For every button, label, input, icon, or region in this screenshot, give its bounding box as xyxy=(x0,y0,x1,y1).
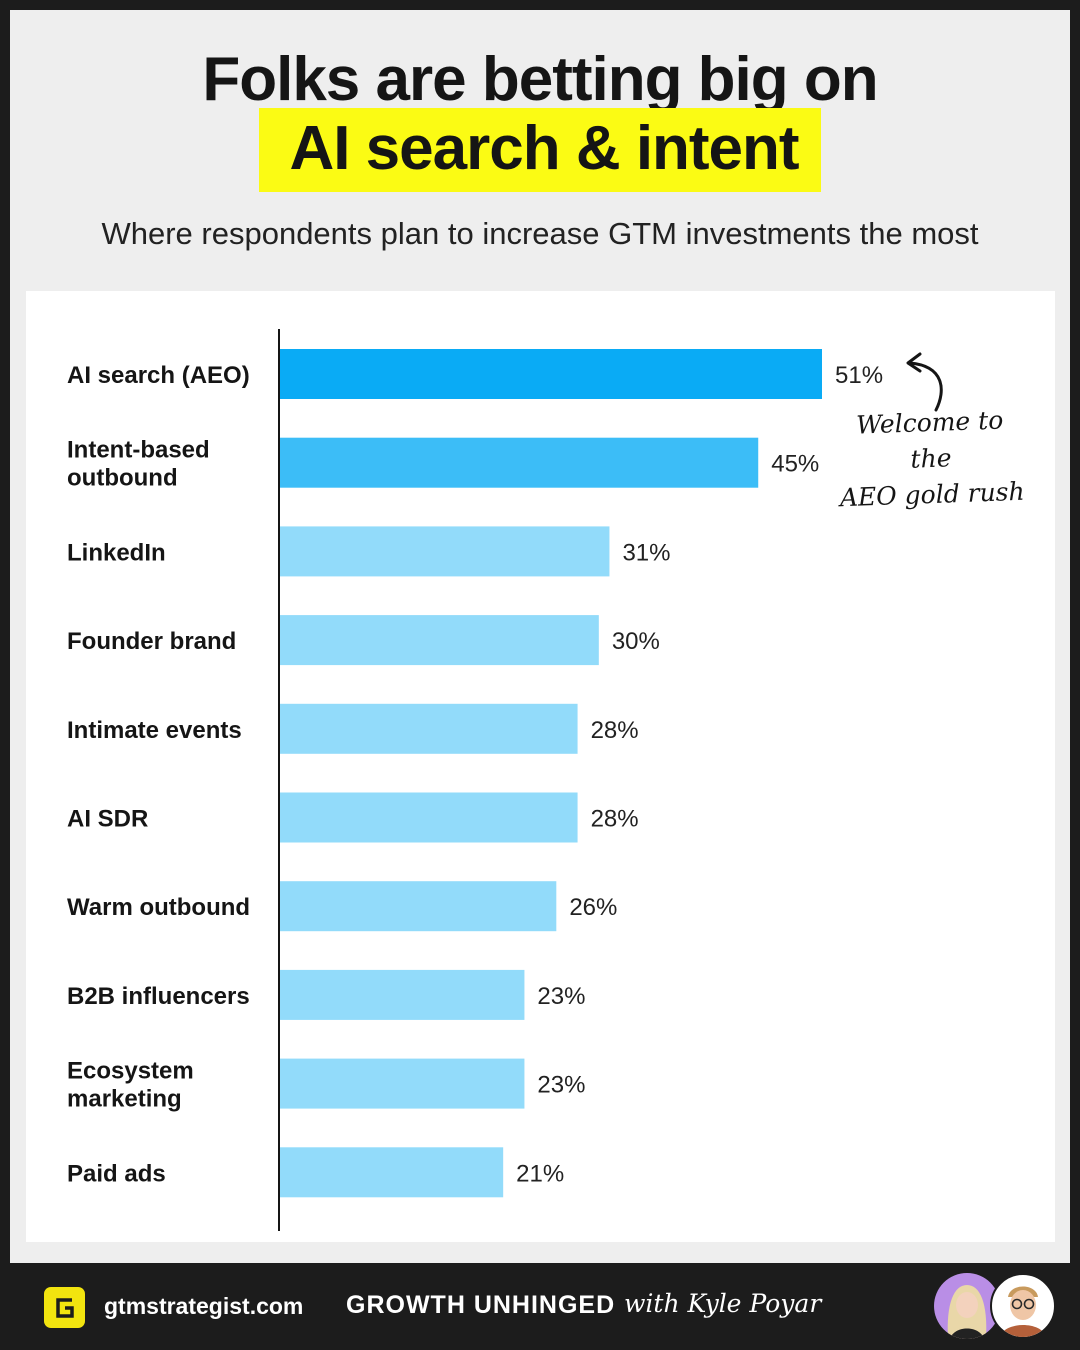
category-label: marketing xyxy=(67,1086,182,1113)
title-line-1: Folks are betting big on xyxy=(202,45,878,114)
category-label: AI SDR xyxy=(67,806,148,833)
subtitle: Where respondents plan to increase GTM i… xyxy=(101,216,979,251)
bar-value-label: 28% xyxy=(591,806,639,833)
bar-row: 21% Paid ads xyxy=(67,1147,564,1198)
bar-value-label: 28% xyxy=(591,717,639,744)
title-line-2-highlighted: AI search & intent xyxy=(259,108,821,193)
category-label: AI search (AEO) xyxy=(67,362,250,389)
category-label: Founder brand xyxy=(67,628,236,655)
footer: gtmstrategist.com GROWTH UNHINGED with K… xyxy=(0,1263,1080,1350)
bar-value-label: 31% xyxy=(622,539,670,566)
category-label: Ecosystem xyxy=(67,1058,194,1085)
category-label: B2B influencers xyxy=(67,983,250,1010)
bar-chart: 51% AI search (AEO) 45% Intent-basedoutboun… xyxy=(67,329,883,1231)
annotation-note: Welcome to the AEO gold rush xyxy=(834,402,1028,517)
bar-row: 30% Founder brand xyxy=(67,615,660,666)
bar xyxy=(280,969,525,1020)
category-label: outbound xyxy=(67,465,178,492)
gtm-strategist-logo-icon xyxy=(44,1287,85,1328)
brand-name: GROWTH UNHINGED xyxy=(346,1291,616,1319)
site-link[interactable]: gtmstrategist.com xyxy=(104,1293,304,1319)
bar xyxy=(280,615,599,666)
infographic-frame: Folks are betting big on AI search & int… xyxy=(10,10,1070,1263)
bar xyxy=(280,792,578,843)
bar-row: 51% AI search (AEO) xyxy=(67,349,883,399)
bar-value-label: 26% xyxy=(569,894,617,921)
avatar-woman xyxy=(934,1273,1000,1339)
bar xyxy=(280,1147,504,1198)
bar xyxy=(280,703,578,754)
bar-value-label: 30% xyxy=(612,628,660,655)
bar-row: 28% AI SDR xyxy=(67,792,639,843)
bar-value-label: 23% xyxy=(537,983,585,1010)
annotation-line-1: Welcome to the xyxy=(855,405,1004,474)
bar xyxy=(280,526,610,577)
category-label: Intent-based xyxy=(67,437,210,464)
bar-value-label: 21% xyxy=(516,1160,564,1187)
bar-value-label: 23% xyxy=(537,1072,585,1099)
category-label: LinkedIn xyxy=(67,539,166,566)
title-highlight-wrap: AI search & intent xyxy=(10,108,1070,193)
bar-row: 31% LinkedIn xyxy=(67,526,670,577)
category-label: Warm outbound xyxy=(67,894,250,921)
brand-byline: with Kyle Poyar xyxy=(624,1289,822,1318)
category-label: Intimate events xyxy=(67,717,242,744)
chart-panel: 51% AI search (AEO) 45% Intent-based outboun… xyxy=(26,291,1055,1242)
bar xyxy=(280,1058,525,1109)
bar-row: 26% Warm outbound xyxy=(67,881,617,932)
avatar-man-glasses xyxy=(990,1273,1056,1339)
category-label: Paid ads xyxy=(67,1160,166,1187)
annotation-line-2: AEO gold rush xyxy=(839,476,1026,513)
bar-value-label: 51% xyxy=(835,362,883,389)
bar-row: 23% B2B influencers xyxy=(67,969,585,1020)
bar-value-label: 45% xyxy=(771,451,819,478)
bar xyxy=(280,349,822,399)
bar-row: 28% Intimate events xyxy=(67,703,639,754)
annotation-arrow-icon xyxy=(906,352,943,412)
bar xyxy=(280,881,557,932)
bar xyxy=(280,437,759,488)
